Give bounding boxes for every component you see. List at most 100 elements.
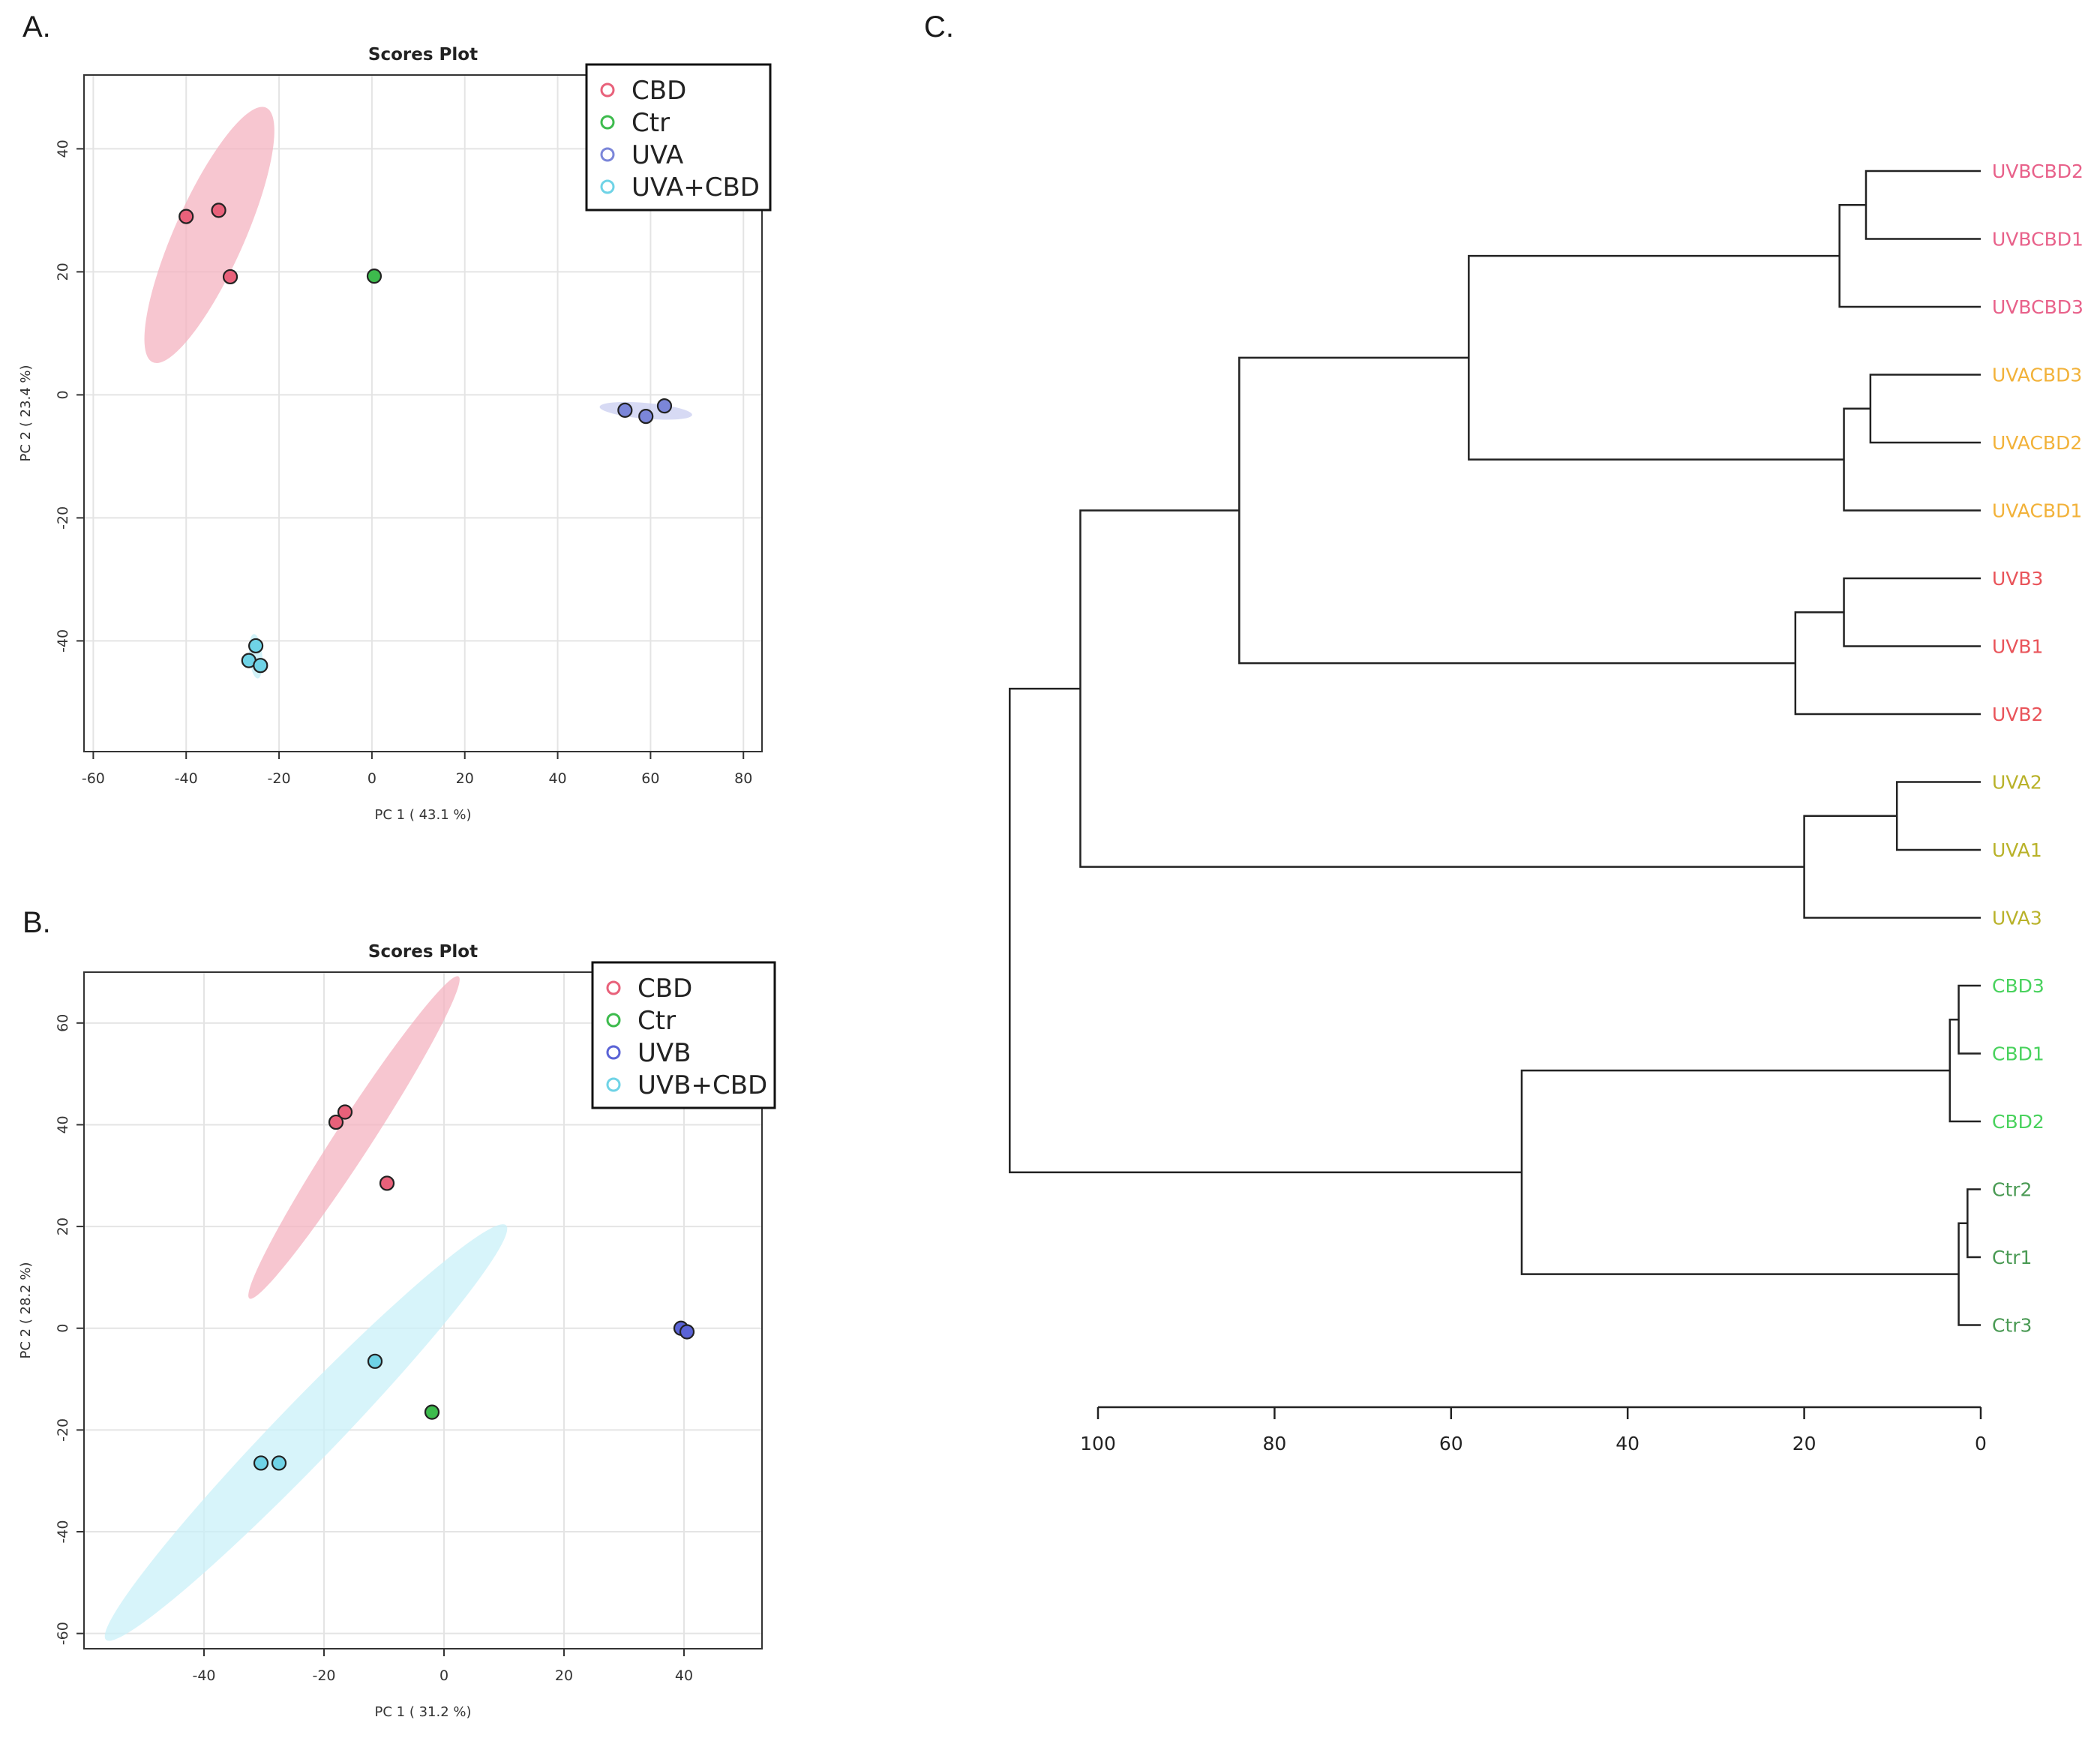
legend-marker: [606, 980, 621, 995]
legend-label: UVA: [632, 140, 683, 170]
dendrogram-branch: [1468, 254, 1844, 461]
y-tick-label: 0: [55, 390, 71, 399]
data-point-cbd: [222, 269, 238, 285]
legend-marker: [606, 1077, 621, 1092]
data-point-ctr: [366, 269, 382, 284]
dendrogram-branch: [1958, 984, 1981, 1055]
leaf-label: Ctr2: [1992, 1179, 2032, 1201]
leaf-label: UVBCBD3: [1992, 296, 2084, 318]
dendrogram-branch: [1520, 1069, 1959, 1275]
x-tick-label: -40: [192, 1667, 215, 1684]
leaf-label: UVA2: [1992, 772, 2042, 794]
dendrogram-branch: [1794, 611, 1981, 716]
leaf-label: UVACBD2: [1992, 432, 2082, 454]
dendrogram-branch: [1948, 1019, 1981, 1123]
plot-title: Scores Plot: [368, 942, 478, 962]
y-tick-label: 20: [55, 263, 71, 281]
plot-frame: [83, 971, 763, 1649]
dendrogram-branch: [1079, 509, 1804, 868]
leaf-label: UVA3: [1992, 908, 2042, 929]
x-axis-label: PC 1 ( 31.2 %): [375, 1704, 472, 1720]
panel-label-a: A.: [22, 11, 51, 44]
legend-label: UVB: [638, 1038, 691, 1068]
plot-frame: [83, 74, 763, 752]
data-point-cbd: [379, 1175, 395, 1191]
scores-plot-b: -40 -20 0 20 40 -60 -40 -20 0 20 40 60 Scores Plot PC…: [18, 942, 776, 1720]
legend-label: Ctr: [632, 108, 670, 138]
x-tick-label: 60: [641, 770, 659, 787]
legend-marker: [606, 1013, 621, 1028]
legend-marker: [600, 147, 615, 162]
y-tick-label: -20: [55, 506, 71, 530]
x-tick-label: 40: [548, 770, 566, 787]
data-point-uvb-cbd: [253, 1455, 269, 1471]
data-point-cbd: [328, 1114, 344, 1130]
data-point-cbd: [211, 203, 226, 218]
leaf-label: UVA1: [1992, 839, 2042, 861]
legend-label: UVA+CBD: [632, 173, 760, 203]
dendrogram-c: UVBCBD2 UVBCBD1 UVBCBD3 UVACBD3 UVACBD2 UVACB…: [1009, 161, 2084, 1454]
data-point-uva: [656, 398, 673, 414]
dendrogram-axis-label: 60: [1439, 1433, 1463, 1454]
leaf-label: Ctr1: [1992, 1247, 2032, 1268]
y-tick-label: -20: [55, 1418, 71, 1442]
y-tick-label: -40: [55, 1520, 71, 1543]
legend-label: CBD: [632, 76, 686, 106]
plot-title: Scores Plot: [368, 45, 478, 65]
data-point-uvb-cbd: [271, 1455, 287, 1471]
x-tick-label: -20: [268, 770, 291, 787]
dendrogram-axis-label: 20: [1792, 1433, 1816, 1454]
data-point-uva: [638, 408, 654, 425]
leaf-label: Ctr3: [1992, 1315, 2032, 1337]
legend-box: [585, 63, 772, 212]
leaf-label: UVBCBD1: [1992, 229, 2084, 251]
data-point-uva: [617, 402, 633, 419]
confidence-ellipse-uvb-cbd: [104, 1224, 508, 1641]
dendrogram-axis-label: 100: [1080, 1433, 1116, 1454]
leaf-label: UVB3: [1992, 568, 2043, 590]
confidence-ellipse-cbd: [144, 107, 274, 363]
x-tick-label: -60: [82, 770, 105, 787]
dendrogram-branch: [1838, 204, 1981, 308]
data-point-uva-cbd: [248, 638, 264, 654]
leaf-label: CBD2: [1992, 1111, 2044, 1133]
legend-marker: [600, 115, 615, 130]
panel-label-b: B.: [22, 906, 51, 939]
y-tick-label: -60: [55, 1622, 71, 1645]
dendrogram-branch: [1958, 1222, 1981, 1326]
panel-label-c: C.: [924, 11, 954, 44]
dendrogram-axis-label: 80: [1262, 1433, 1286, 1454]
data-point-uvb: [679, 1324, 695, 1340]
legend-marker: [600, 83, 615, 98]
leaf-label: CBD3: [1992, 975, 2044, 997]
legend-label: CBD: [638, 974, 692, 1004]
dendrogram-branch: [1009, 687, 1522, 1174]
dendrogram-axis-label: 0: [1975, 1433, 1987, 1454]
x-axis-label: PC 1 ( 43.1 %): [375, 807, 472, 823]
y-tick-label: 60: [55, 1014, 71, 1032]
y-tick-label: 40: [55, 140, 71, 158]
dendrogram-branch: [1966, 1188, 1981, 1259]
dendrogram-branch: [1864, 170, 1981, 240]
y-axis-label: PC 2 ( 23.4 %): [18, 365, 34, 462]
x-tick-label: 40: [675, 1667, 693, 1684]
x-tick-label: -20: [312, 1667, 335, 1684]
leaf-label: CBD1: [1992, 1043, 2044, 1065]
y-tick-label: 20: [55, 1217, 71, 1235]
dendrogram-branch: [1869, 374, 1981, 444]
y-axis-label: PC 2 ( 28.2 %): [18, 1262, 34, 1359]
x-tick-label: 20: [456, 770, 474, 787]
leaf-label: UVACBD1: [1992, 500, 2082, 522]
data-point-cbd: [337, 1104, 353, 1120]
data-point-uvb-cbd: [367, 1353, 383, 1369]
y-tick-label: -40: [55, 629, 71, 653]
legend-box: [591, 961, 776, 1109]
dendrogram-axis-label: 40: [1616, 1433, 1640, 1454]
y-tick-label: 40: [55, 1115, 71, 1133]
legend-marker: [606, 1045, 621, 1060]
dendrogram-branch: [1803, 815, 1981, 919]
x-tick-label: 20: [555, 1667, 573, 1684]
